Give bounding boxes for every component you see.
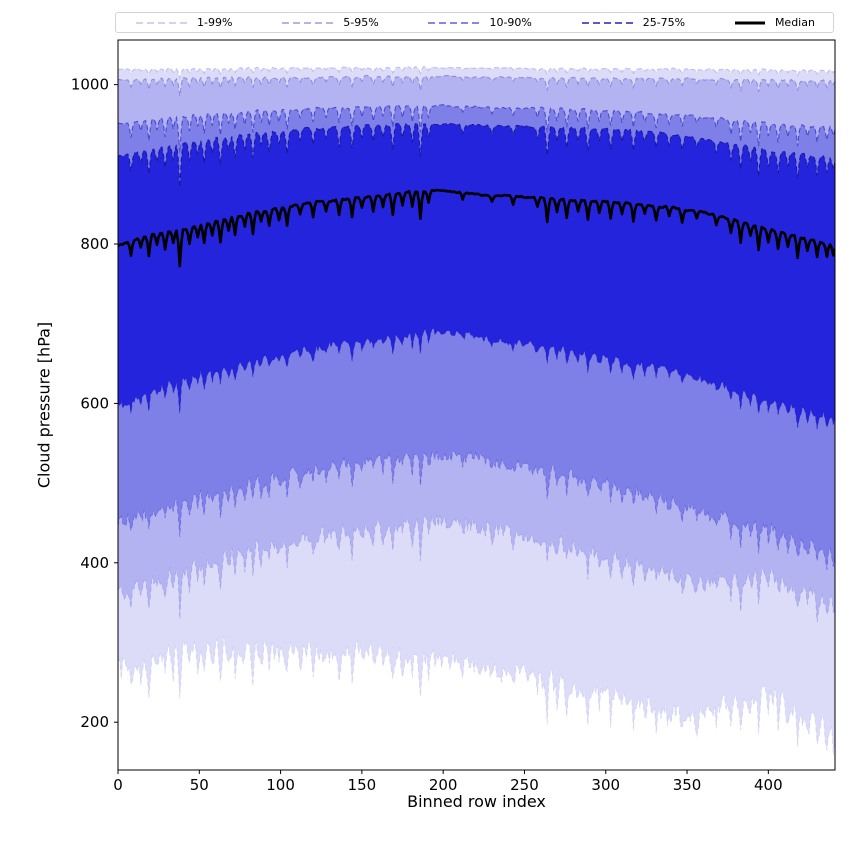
legend-item-25-75-: 25-75% (580, 16, 685, 29)
legend-item-5-95-: 5-95% (280, 16, 379, 29)
x-tick-label: 250 (510, 776, 539, 794)
legend-line-sample-icon (136, 21, 187, 24)
x-tick-label: 200 (429, 776, 458, 794)
x-tick-label: 0 (113, 776, 123, 794)
legend-item-1-99-: 1-99% (134, 16, 232, 29)
legend-line-sample-icon (282, 21, 334, 24)
median-line (118, 188, 835, 268)
x-tick-label: 100 (266, 776, 295, 794)
x-tick-label: 350 (673, 776, 702, 794)
legend-label: 10-90% (489, 16, 532, 29)
x-axis-label: Binned row index (407, 792, 546, 811)
x-tick-label: 400 (754, 776, 783, 794)
legend-item-median: Median (733, 16, 815, 29)
plot-area (118, 65, 835, 756)
legend-item-10-90-: 10-90% (426, 16, 532, 29)
y-tick-label: 400 (80, 554, 109, 572)
band-upper-edge-1-99% (118, 65, 835, 81)
y-tick-label: 600 (80, 394, 109, 412)
legend-label: Median (774, 16, 815, 29)
band-upper-edge-10-90% (118, 104, 835, 153)
legend: 1-99% 5-95% 10-90% 25-75% Median (115, 12, 834, 33)
y-tick-label: 200 (80, 713, 109, 731)
legend-line-sample-icon (428, 21, 480, 24)
y-tick-label: 1000 (71, 76, 109, 94)
x-tick-label: 50 (190, 776, 209, 794)
legend-line-sample-icon (734, 21, 765, 24)
legend-line-sample-icon (581, 21, 633, 24)
band-25-75% (118, 123, 835, 430)
y-tick-label: 800 (80, 235, 109, 253)
band-lower-edge-5-95% (118, 514, 835, 622)
band-lower-edge-10-90% (118, 450, 835, 570)
legend-label: 5-95% (343, 16, 379, 29)
band-lower-edge-1-99% (118, 635, 835, 756)
band-upper-edge-25-75% (118, 122, 835, 188)
axes-frame (117, 39, 836, 771)
legend-label: 25-75% (642, 16, 686, 29)
band-upper-edge-5-95% (118, 74, 835, 96)
x-tick-label: 150 (348, 776, 377, 794)
band-lower-edge-25-75% (118, 327, 835, 430)
y-axis-label: Cloud pressure [hPa] (34, 321, 54, 489)
legend-label: 1-99% (197, 16, 233, 29)
x-tick-label: 300 (591, 776, 620, 794)
